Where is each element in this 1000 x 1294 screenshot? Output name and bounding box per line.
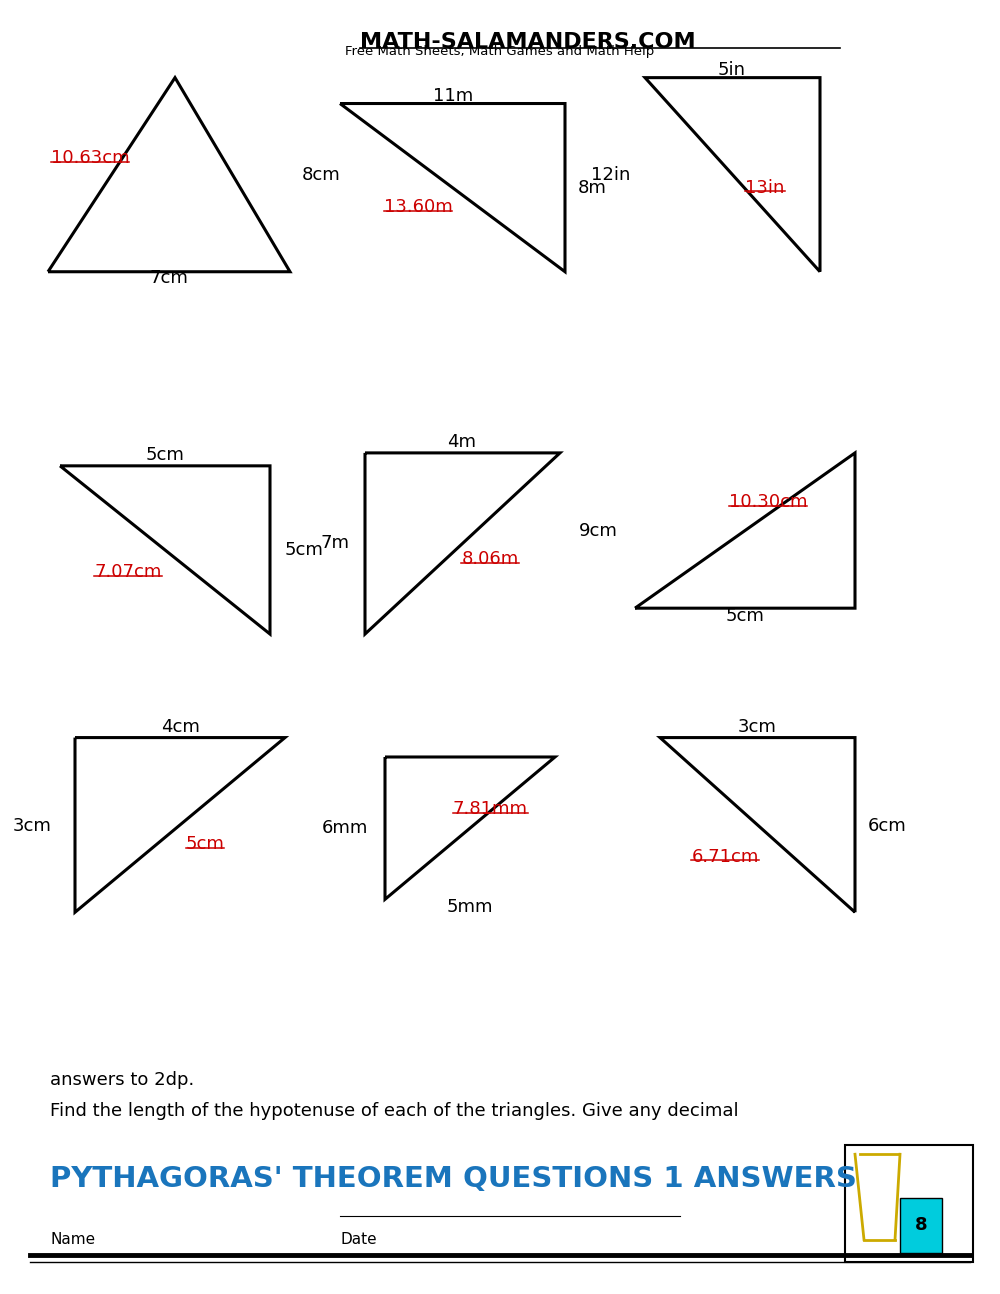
Bar <box>845 1145 973 1262</box>
Text: 8cm: 8cm <box>302 166 341 184</box>
Text: 6mm: 6mm <box>322 819 368 837</box>
Text: 5mm: 5mm <box>447 898 493 916</box>
Text: PYTHAGORAS' THEOREM QUESTIONS 1 ANSWERS: PYTHAGORAS' THEOREM QUESTIONS 1 ANSWERS <box>50 1165 857 1193</box>
Text: answers to 2dp.: answers to 2dp. <box>50 1071 194 1090</box>
Text: Free Math Sheets, Math Games and Math Help: Free Math Sheets, Math Games and Math He… <box>345 45 655 58</box>
Text: 4cm: 4cm <box>161 718 199 736</box>
Text: 7.07cm: 7.07cm <box>94 563 162 581</box>
Text: 5cm: 5cm <box>285 541 324 559</box>
Bar <box>900 1198 942 1253</box>
Text: 7cm: 7cm <box>150 269 188 287</box>
Text: 7m: 7m <box>321 534 350 553</box>
Text: 12in: 12in <box>591 166 630 184</box>
Text: Name: Name <box>50 1232 95 1247</box>
Text: MATH-SALAMANDERS.COM: MATH-SALAMANDERS.COM <box>360 32 696 52</box>
Text: 7.81mm: 7.81mm <box>452 800 528 818</box>
Text: 8.06m: 8.06m <box>461 550 519 568</box>
Text: 3cm: 3cm <box>738 718 776 736</box>
Text: 13in: 13in <box>745 179 785 197</box>
Text: 5cm: 5cm <box>146 446 184 465</box>
Text: 5in: 5in <box>718 61 746 79</box>
Text: 5cm: 5cm <box>186 835 224 853</box>
Text: 8: 8 <box>915 1216 927 1234</box>
Text: 4m: 4m <box>448 433 477 452</box>
Text: 8m: 8m <box>578 179 607 197</box>
Text: Find the length of the hypotenuse of each of the triangles. Give any decimal: Find the length of the hypotenuse of eac… <box>50 1102 739 1121</box>
Text: 5cm: 5cm <box>726 607 764 625</box>
Text: 11m: 11m <box>433 87 473 105</box>
Text: 6cm: 6cm <box>868 817 907 835</box>
Text: 10.63cm: 10.63cm <box>51 149 129 167</box>
Text: 6.71cm: 6.71cm <box>691 848 759 866</box>
Text: 13.60m: 13.60m <box>384 198 452 216</box>
Text: Date: Date <box>340 1232 377 1247</box>
Text: 3cm: 3cm <box>13 817 52 835</box>
Text: 9cm: 9cm <box>579 521 618 540</box>
Text: 10.30cm: 10.30cm <box>729 493 807 511</box>
